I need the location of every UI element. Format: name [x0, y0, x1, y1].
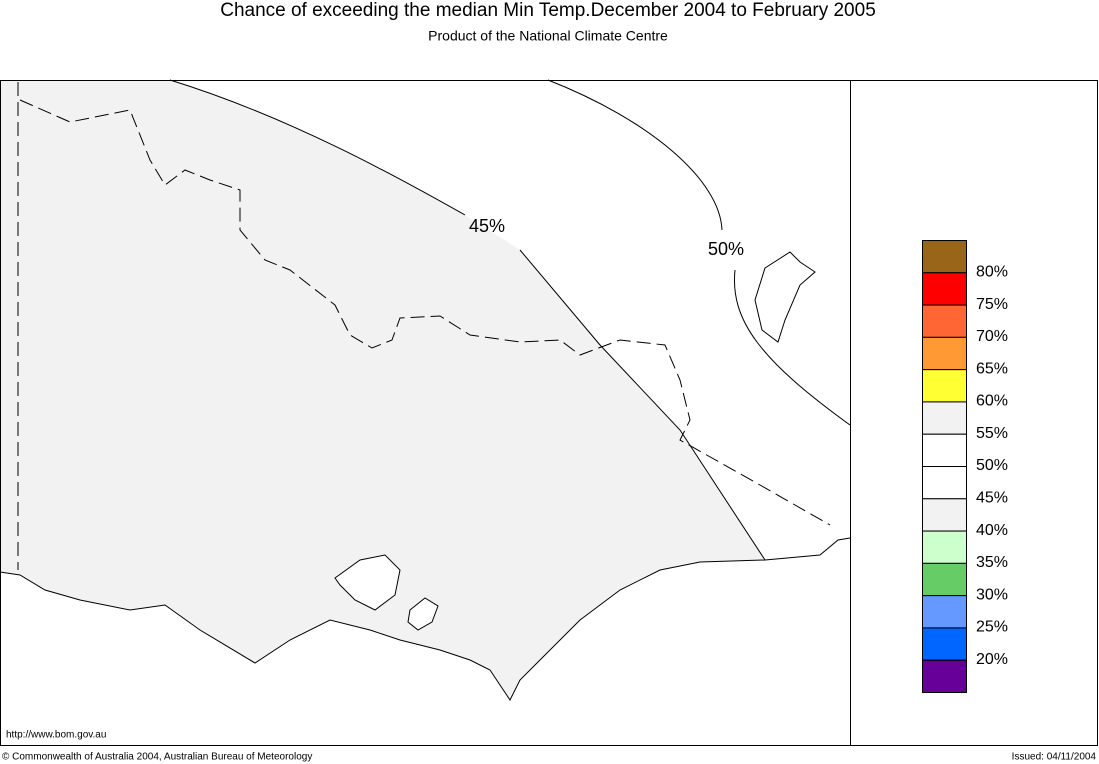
legend-swatch: [922, 659, 967, 694]
legend-label: 40%: [976, 522, 1008, 539]
legend-label: 25%: [976, 619, 1008, 636]
legend-label: 20%: [976, 651, 1008, 668]
legend-swatch: [922, 304, 967, 338]
legend-label: 65%: [976, 360, 1008, 377]
url: http://www.bom.gov.au: [6, 730, 106, 741]
legend-label: 70%: [976, 328, 1008, 345]
legend-swatch: [922, 369, 967, 403]
legend-label: 55%: [976, 425, 1008, 442]
island: [407, 597, 439, 631]
legend-swatch: [922, 530, 967, 564]
legend-swatch: [922, 240, 967, 274]
legend-swatch: [922, 433, 967, 468]
legend: 80% 75% 70% 65% 60% 55% 50% 45% 40% 35% 30% 25% 20%: [922, 240, 1008, 694]
shaded-region: [0, 80, 765, 700]
legend-swatch: [922, 562, 967, 597]
title: Chance of exceeding the median Min Temp.…: [220, 0, 876, 21]
coastline: [0, 537, 851, 701]
contour-label: 45%: [469, 216, 505, 236]
contour-label: 50%: [708, 239, 744, 259]
contour-45: [169, 79, 766, 561]
legend-swatch: [922, 401, 967, 435]
legend-label: 60%: [976, 393, 1008, 410]
legend-label: 45%: [976, 490, 1008, 507]
legend-swatch: [922, 627, 967, 661]
legend-swatch: [922, 595, 967, 629]
legend-label: 50%: [976, 457, 1008, 474]
map: 45% 50%: [0, 79, 1098, 746]
legend-label: 30%: [976, 586, 1008, 603]
legend-swatch: [922, 272, 967, 306]
copyright: © Commonwealth of Australia 2004, Austra…: [2, 752, 312, 763]
bay: [334, 554, 401, 611]
issued: Issued: 04/11/2004: [1012, 752, 1097, 763]
contour-50: [547, 79, 851, 426]
legend-label: 75%: [976, 296, 1008, 313]
legend-swatch: [922, 466, 967, 500]
legend-label: 35%: [976, 554, 1008, 571]
legend-label: 80%: [976, 264, 1008, 281]
island: [754, 251, 816, 343]
legend-swatch: [922, 498, 967, 532]
subtitle: Product of the National Climate Centre: [428, 28, 668, 44]
state-border: [19, 99, 831, 526]
legend-swatch: [922, 336, 967, 371]
frame: [0, 80, 1098, 746]
